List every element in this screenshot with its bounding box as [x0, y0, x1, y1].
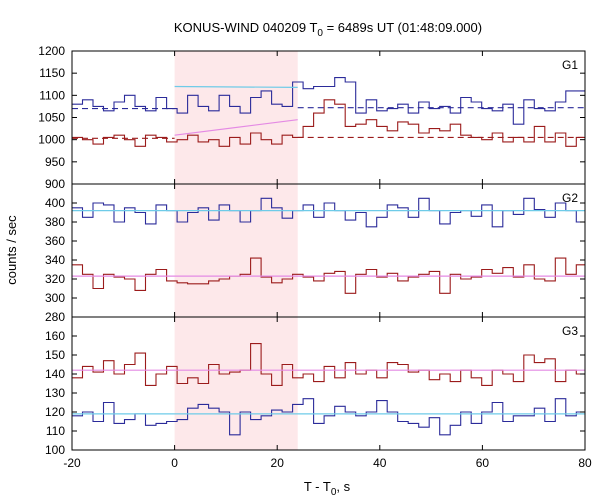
- y-tick-label: 1200: [38, 44, 65, 58]
- x-tick-label: 80: [578, 456, 592, 470]
- series-g3-red: [72, 343, 585, 386]
- y-tick-label: 100: [45, 443, 65, 457]
- x-tick-label: -20: [63, 456, 81, 470]
- x-axis-label-rest: , s: [336, 479, 350, 494]
- series-g1-blue: [72, 77, 585, 125]
- y-tick-label: 320: [45, 272, 65, 286]
- y-tick-label: 160: [45, 329, 65, 343]
- panel-frame-g2: [71, 183, 586, 318]
- y-tick-label: 1000: [38, 133, 65, 147]
- chart-axes-layer: 90095010001050110011501200G1280300320340…: [38, 44, 592, 470]
- y-tick-label: 1100: [39, 88, 65, 102]
- x-tick-label: 40: [373, 456, 387, 470]
- y-tick-label: 110: [46, 424, 65, 438]
- burst-interval-shading: [174, 51, 298, 450]
- x-tick-label: 60: [476, 456, 490, 470]
- chart-data-layer: [72, 77, 585, 436]
- x-axis-label-main: T - T: [304, 479, 331, 494]
- panel-label-g1: G1: [562, 58, 578, 72]
- burst-interval-band-g2: [174, 184, 298, 317]
- y-tick-label: 1150: [39, 66, 65, 80]
- x-axis-label: T - T0, s: [304, 479, 351, 498]
- y-tick-label: 900: [45, 177, 65, 191]
- y-tick-label: 130: [45, 386, 65, 400]
- y-tick-label: 400: [45, 196, 65, 210]
- panel-frame-g3: [71, 316, 586, 451]
- y-tick-label: 360: [45, 234, 65, 248]
- series-g1-red: [72, 99, 585, 147]
- panel-label-g2: G2: [562, 191, 578, 205]
- chart-title: KONUS-WIND 040209 T0 = 6489s UT (01:48:0…: [174, 20, 482, 39]
- chart-title-main: KONUS-WIND 040209 T: [174, 20, 318, 35]
- burst-interval-band-g1: [174, 51, 298, 184]
- y-tick-label: 120: [45, 405, 65, 419]
- x-tick-label: 0: [171, 456, 178, 470]
- x-axis-label-subscript: 0: [331, 487, 337, 498]
- y-axis-label: counts / sec: [4, 215, 19, 285]
- y-tick-label: 140: [45, 367, 65, 381]
- panel-frame-g1: [71, 50, 586, 185]
- y-tick-label: 950: [45, 155, 65, 169]
- series-g3-blue: [72, 398, 585, 436]
- panel-label-g3: G3: [562, 324, 578, 338]
- chart-title-subscript: 0: [317, 28, 323, 39]
- chart-title-rest: = 6489s UT (01:48:09.000): [323, 20, 482, 35]
- y-tick-label: 1050: [38, 111, 65, 125]
- y-tick-label: 340: [45, 253, 65, 267]
- series-g1-red-fit: [174, 119, 298, 136]
- y-tick-label: 150: [45, 348, 65, 362]
- y-tick-label: 300: [45, 291, 65, 305]
- burst-interval-band-g3: [174, 317, 298, 450]
- series-g1-blue-fit: [174, 85, 298, 88]
- x-tick-label: 20: [271, 456, 285, 470]
- y-tick-label: 380: [45, 215, 65, 229]
- series-g2-red: [72, 257, 585, 294]
- series-g2-blue: [72, 197, 585, 228]
- y-tick-label: 280: [45, 310, 65, 324]
